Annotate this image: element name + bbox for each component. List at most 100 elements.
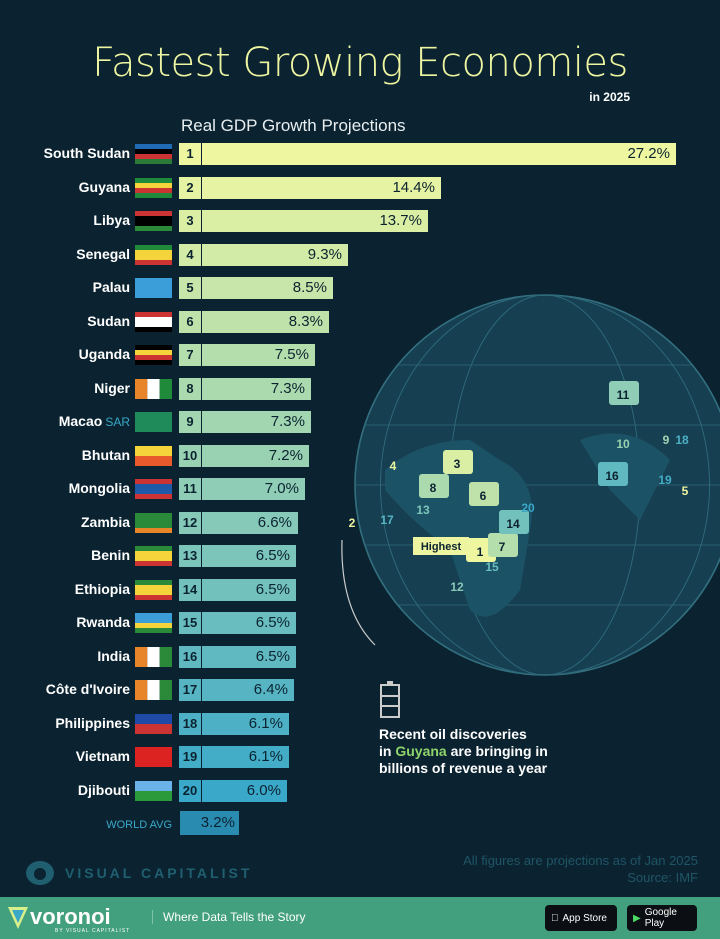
note-highlight: Guyana xyxy=(395,743,447,759)
flag-icon xyxy=(135,378,172,399)
flag-icon xyxy=(135,747,172,767)
voronoi-logo-icon xyxy=(8,907,28,929)
guyana-arrow xyxy=(341,539,376,646)
bar-row: Macao SAR 9 7.3% xyxy=(0,410,720,434)
bar: 6 8.3% xyxy=(178,309,330,334)
value-label: 7.0% xyxy=(264,480,299,497)
map-rank-label: 20 xyxy=(521,501,535,515)
world-avg-label: WORLD AVG xyxy=(106,819,172,831)
country-shape xyxy=(499,510,529,534)
footnote: All figures are projections as of Jan 20… xyxy=(463,852,698,886)
country-name: Ethiopia xyxy=(75,581,130,597)
value-label: 27.2% xyxy=(627,145,670,162)
rank-label: 9 xyxy=(179,411,202,433)
rank-label: 19 xyxy=(179,746,202,768)
bar: 5 8.5% xyxy=(178,276,334,300)
rank-label: 12 xyxy=(179,511,202,534)
rank-label: 17 xyxy=(179,679,202,701)
voronoi-logo[interactable]: voronoi xyxy=(30,904,111,929)
country-name: Bhutan xyxy=(82,447,130,463)
note-line: Recent oil discoveries xyxy=(379,726,527,742)
brand-name: VISUAL CAPITALIST xyxy=(65,865,253,881)
country-name: Palau xyxy=(93,279,130,295)
bar: 3 13.7% xyxy=(178,209,429,233)
bar-row: Libya 3 13.7% xyxy=(0,209,720,233)
country-shape xyxy=(598,462,628,486)
country-label: Côte d'Ivoire xyxy=(45,681,130,697)
country-shape xyxy=(609,381,639,405)
map-rank-label: 10 xyxy=(616,437,630,451)
oil-barrel-icon xyxy=(380,681,400,718)
google-play-label: Google Play xyxy=(644,907,677,929)
value-label: 6.0% xyxy=(246,781,281,799)
rank-label: 2 xyxy=(179,176,202,199)
bar-row: Bhutan 10 7.2% xyxy=(0,443,720,468)
rank-label: 11 xyxy=(179,478,202,500)
voronoi-banner: voronoi BY VISUAL CAPITALIST Where Data … xyxy=(0,897,720,939)
map-rank-label: 14 xyxy=(506,517,520,531)
country-label: Senegal xyxy=(76,245,130,262)
bar-row: Senegal 4 9.3% xyxy=(0,242,720,267)
bar-row: Djibouti 20 6.0% xyxy=(0,778,720,803)
bar-row: South Sudan 1 27.2% xyxy=(0,142,720,166)
bar-row: Benin 13 6.5% xyxy=(0,544,720,568)
rank-label: 6 xyxy=(179,310,202,333)
country-name: Libya xyxy=(93,212,130,228)
country-label: Bhutan xyxy=(81,446,130,463)
value-label: 7.5% xyxy=(274,346,309,363)
value-label: 6.6% xyxy=(257,513,292,531)
flag-icon xyxy=(135,412,172,432)
bar: 4 9.3% xyxy=(178,242,349,267)
note-text: in xyxy=(379,743,396,759)
flag-icon xyxy=(135,144,172,164)
value-label: 6.5% xyxy=(255,580,290,598)
value-label: 6.1% xyxy=(248,714,283,732)
country-name: Niger xyxy=(94,380,130,396)
bar-row: Ethiopia 14 6.5% xyxy=(0,577,720,602)
flag-icon xyxy=(135,680,172,700)
value-label: 9.3% xyxy=(307,245,342,263)
rank-label: 10 xyxy=(179,444,202,467)
country-name: Benin xyxy=(91,547,130,563)
flag-icon xyxy=(135,445,172,466)
bar: 8 7.3% xyxy=(178,376,312,401)
note-text: are bringing in xyxy=(446,743,548,759)
country-label: South Sudan xyxy=(43,145,130,161)
sar-label: SAR xyxy=(105,415,130,429)
bar-row: Côte d'Ivoire 17 6.4% xyxy=(0,678,720,702)
google-play-button[interactable]: ▶ Google Play xyxy=(627,905,697,931)
bar: 19 6.1% xyxy=(178,745,290,769)
subtitle: in 2025 xyxy=(589,90,630,104)
highest-badge xyxy=(413,537,469,555)
visual-capitalist-logo: VISUAL CAPITALIST xyxy=(25,860,252,886)
bar: 7 7.5% xyxy=(178,343,316,367)
country-label: Rwanda xyxy=(76,614,130,630)
flag-icon xyxy=(135,278,172,298)
country-shape xyxy=(443,450,473,474)
country-name: Mongolia xyxy=(69,480,130,496)
app-store-button[interactable]: App Store xyxy=(545,905,617,931)
country-name: India xyxy=(97,648,130,664)
rank-label: 3 xyxy=(179,210,202,232)
bar: 11 7.0% xyxy=(178,477,306,501)
bar: 14 6.5% xyxy=(178,577,297,602)
country-label: Palau xyxy=(92,279,130,295)
map-rank-label: 5 xyxy=(682,484,689,498)
bar: 20 6.0% xyxy=(178,778,288,803)
flag-icon xyxy=(135,713,172,734)
bar: 17 6.4% xyxy=(178,678,295,702)
map-rank-label: 3 xyxy=(454,457,461,471)
country-name: Uganda xyxy=(79,346,130,362)
country-label: Niger xyxy=(94,379,130,396)
flag-icon xyxy=(135,211,172,231)
country-label: Uganda xyxy=(78,346,130,362)
country-name: Guyana xyxy=(79,179,130,195)
rank-label: 14 xyxy=(179,578,202,601)
bar-row: Philippines 18 6.1% xyxy=(0,711,720,736)
country-label: India xyxy=(97,647,130,664)
flag-icon xyxy=(135,177,172,198)
rank-label: 16 xyxy=(179,645,202,668)
country-label: Vietnam xyxy=(75,748,130,764)
note-line: billions of revenue a year xyxy=(379,760,548,776)
flag-icon xyxy=(135,579,172,600)
